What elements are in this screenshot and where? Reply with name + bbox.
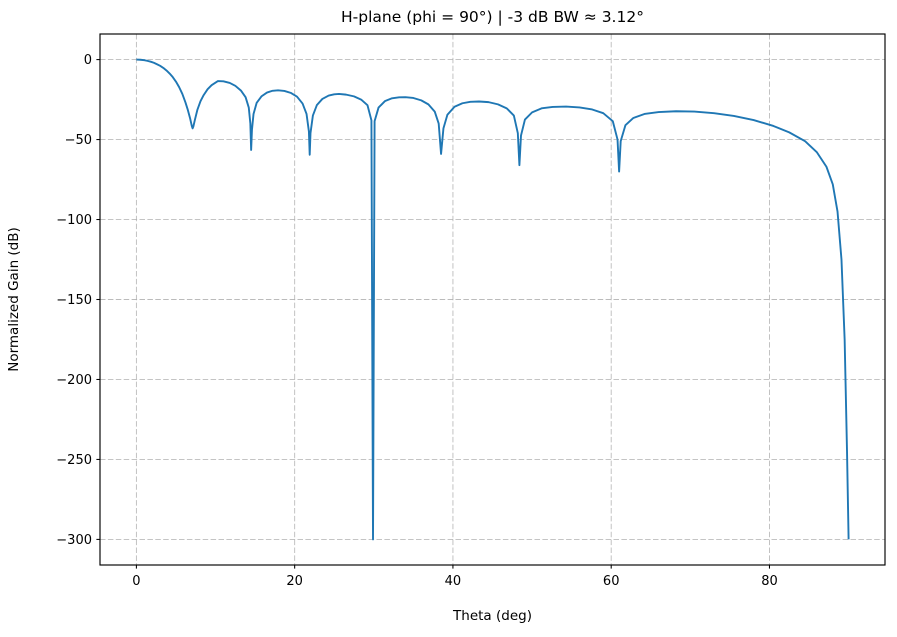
vertical-gridlines (135, 34, 770, 565)
x-tick-label-3: 60 (603, 574, 620, 589)
x-tick-label-1: 20 (286, 574, 303, 589)
y-axis-tick-labels: 0 −50 −100 −150 −200 −250 −300 (56, 53, 92, 548)
horizontal-gridlines (100, 59, 885, 540)
y-tick-label-2: −100 (56, 213, 92, 228)
y-tick-label-1: −50 (65, 133, 92, 148)
x-axis-tick-labels: 0 20 40 60 80 (132, 574, 777, 589)
x-tick-label-2: 40 (445, 574, 462, 589)
y-tick-label-0: 0 (84, 53, 92, 68)
chart-title: H-plane (phi = 90°) | -3 dB BW ≈ 3.12° (341, 8, 644, 26)
x-tick-label-0: 0 (132, 574, 140, 589)
y-tick-label-4: −200 (56, 373, 92, 388)
x-axis-label: Theta (deg) (452, 608, 532, 624)
y-tick-label-6: −300 (56, 533, 92, 548)
data-series-group (136, 58, 850, 541)
data-line-0 (136, 58, 850, 541)
y-tick-label-5: −250 (56, 453, 92, 468)
x-axis-ticks (135, 565, 770, 569)
y-tick-label-3: −150 (56, 293, 92, 308)
x-tick-label-4: 80 (761, 574, 778, 589)
y-axis-ticks (96, 59, 100, 540)
y-axis-label: Normalized Gain (dB) (6, 227, 22, 372)
